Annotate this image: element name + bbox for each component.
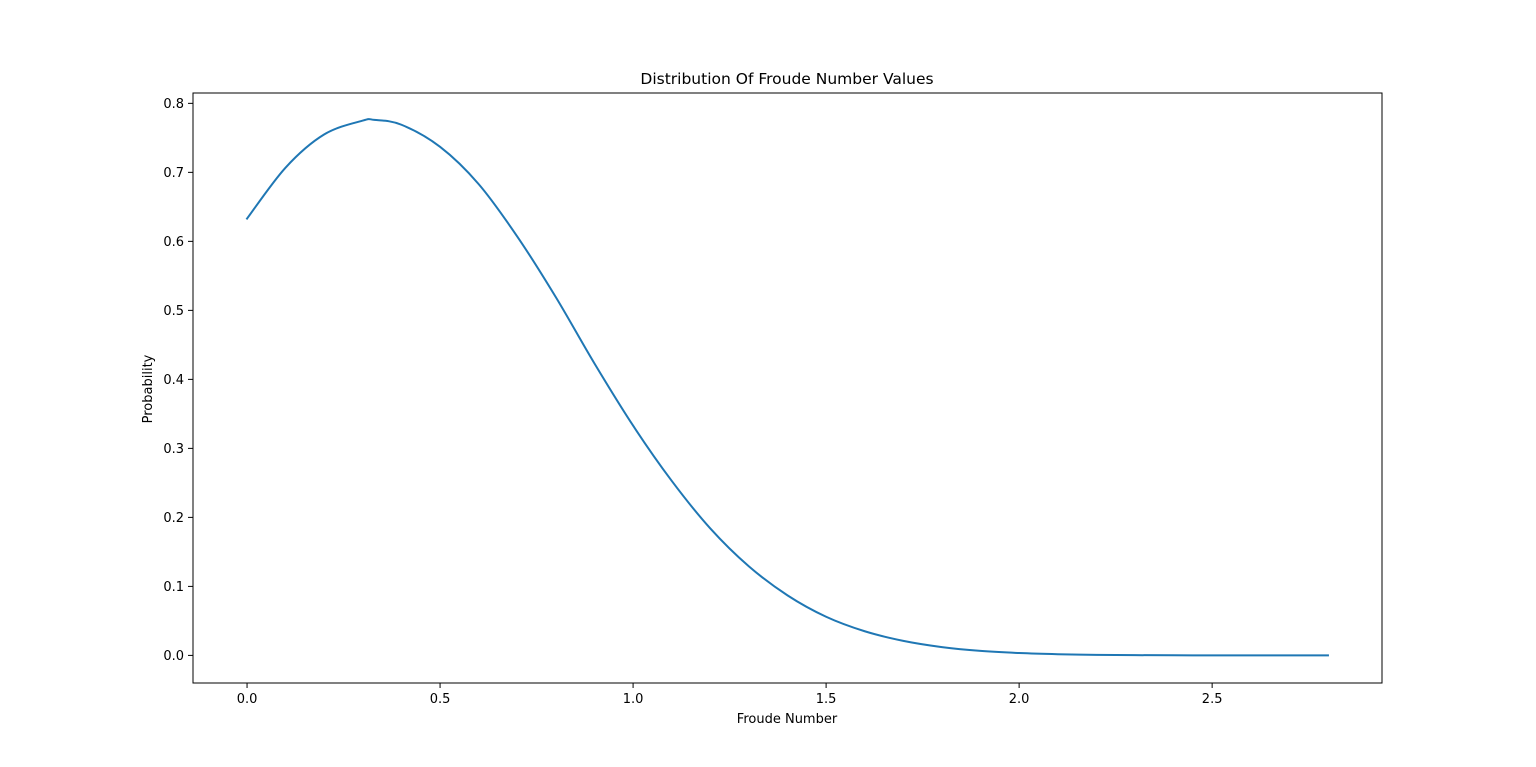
y-tick-label: 0.5 (163, 304, 184, 319)
y-tick-label: 0.2 (163, 511, 184, 526)
axes-frame (192, 92, 1383, 684)
series-layer (245, 118, 1329, 657)
plot-area: 0.0 0.5 1.0 1.5 2.0 2.5 0.0 0.1 0.2 0.3 0.4 0.5 0.6… (163, 92, 1383, 707)
y-tick-label: 0.8 (163, 97, 184, 112)
x-tick-label: 1.5 (816, 692, 837, 707)
y-tick-label: 0.1 (163, 580, 184, 595)
y-tick-label: 0.6 (163, 235, 184, 250)
x-axis-label: Froude Number (737, 712, 838, 727)
y-tick-label: 0.3 (163, 442, 184, 457)
y-axis-label: Probability (141, 354, 156, 423)
x-tick-label: 2.5 (1202, 692, 1223, 707)
x-tick-label: 0.0 (237, 692, 258, 707)
x-axis-ticks: 0.0 0.5 1.0 1.5 2.0 2.5 (237, 683, 1223, 707)
y-tick-label: 0.4 (163, 373, 184, 388)
x-tick-label: 1.0 (623, 692, 644, 707)
series-line-0 (245, 118, 1329, 657)
x-tick-label: 0.5 (430, 692, 451, 707)
x-tick-label: 2.0 (1009, 692, 1030, 707)
chart-title: Distribution Of Froude Number Values (640, 70, 933, 88)
y-tick-label: 0.0 (163, 649, 184, 664)
y-tick-label: 0.7 (163, 166, 184, 181)
y-axis-ticks: 0.0 0.1 0.2 0.3 0.4 0.5 0.6 0.7 0.8 (163, 97, 193, 664)
